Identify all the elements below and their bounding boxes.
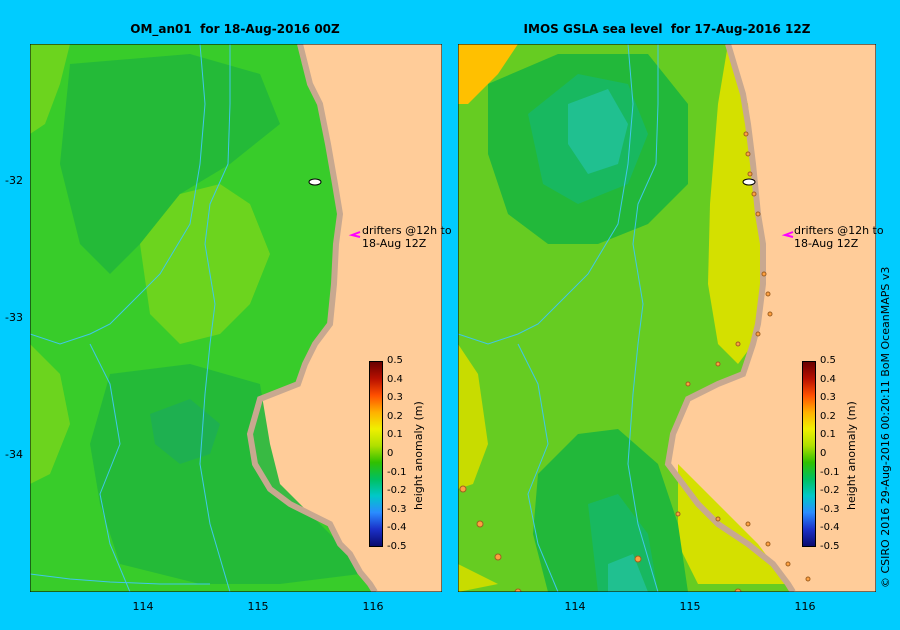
colorbar-tick-label: 0.3 — [387, 392, 403, 404]
colorbar-tick-label: 0.4 — [820, 373, 836, 385]
colorbar-tick-label: 0.5 — [820, 355, 836, 366]
coast-strip — [246, 44, 378, 592]
x-tick-label: 114 — [564, 600, 586, 613]
colorbar-tick-label: 0.2 — [387, 410, 403, 422]
x-tick-label: 115 — [247, 600, 269, 613]
colorbar-tick-label: 0.1 — [820, 429, 836, 441]
colorbar-tick-label: -0.3 — [820, 503, 840, 515]
colorbar-tick-label: 0.2 — [820, 410, 836, 422]
colorbar-tick-label: -0.2 — [387, 485, 407, 497]
x-tick-label: 116 — [794, 600, 816, 613]
colorbar-tick-label: -0.5 — [820, 541, 840, 552]
colorbar-label: height anomaly (m) — [412, 401, 425, 510]
contour-teal — [588, 494, 658, 592]
annotation-line: 18-Aug 12Z — [362, 237, 427, 250]
left-map[interactable] — [30, 44, 442, 592]
annotation-line: drifters @12h to — [362, 224, 452, 237]
right-map[interactable] — [458, 44, 876, 592]
contour-cyan — [608, 554, 648, 592]
colorbar-tick-label: -0.3 — [387, 503, 407, 515]
annotation-line: 18-Aug 12Z — [794, 237, 859, 250]
colorbar-tick-label: 0.3 — [820, 392, 836, 404]
bathymetry-line — [627, 44, 659, 592]
colorbar-tick-label: -0.4 — [387, 522, 407, 534]
colorbar — [802, 361, 816, 547]
colorbar-tick-label: 0.5 — [387, 355, 403, 366]
drifter-annotation: drifters @12h to 18-Aug 12Z — [794, 224, 884, 250]
colorbar-tick-label: 0 — [820, 448, 827, 459]
colorbar-tick-label: -0.2 — [820, 485, 840, 497]
contour-yellow — [458, 564, 498, 592]
contour-light — [140, 184, 270, 344]
colorbar-ticks: 0.5 0.4 0.3 0.2 0.1 0 -0.1 -0.2 -0.3 -0.4 -0.5 — [820, 355, 856, 552]
colorbar-tick-label: 0 — [387, 448, 394, 459]
colorbar-tick-label: 0.4 — [387, 373, 403, 385]
bathymetry-line — [30, 573, 210, 585]
credit-text: © CSIRO 2016 29-Aug-2016 00:20:11 BoM Oc… — [879, 266, 892, 588]
drifter-marker-icon — [348, 231, 361, 238]
colorbar — [369, 361, 383, 547]
contour-light — [30, 344, 70, 484]
drifter-annotation: drifters @12h to 18-Aug 12Z — [362, 224, 452, 250]
right-map-title: IMOS GSLA sea level for 17-Aug-2016 12Z — [523, 22, 811, 36]
bathymetry-line — [30, 44, 206, 345]
left-map-title: OM_an01 for 18-Aug-2016 00Z — [130, 22, 340, 36]
colorbar-tick-label: -0.5 — [387, 541, 407, 552]
colorbar-tick-label: -0.4 — [820, 522, 840, 534]
colorbar-label: height anomaly (m) — [845, 401, 858, 510]
contour-yellow — [458, 344, 488, 489]
y-tick-label: -32 — [5, 174, 23, 187]
contour-cyan — [568, 89, 628, 174]
bathymetry-line — [517, 343, 559, 592]
colorbar-ticks: 0.5 0.4 0.3 0.2 0.1 0 -0.1 -0.2 -0.3 -0.4 -0.5 — [387, 355, 423, 552]
island-marker — [308, 178, 322, 186]
annotation-line: drifters @12h to — [794, 224, 884, 237]
drifter-points — [459, 131, 811, 592]
bathymetry-line — [89, 343, 131, 592]
colorbar-tick-label: -0.1 — [387, 466, 407, 478]
contour-teal — [150, 399, 220, 464]
x-tick-label: 116 — [362, 600, 384, 613]
island-marker — [742, 178, 756, 186]
bathymetry-line — [199, 44, 231, 592]
x-tick-label: 115 — [679, 600, 701, 613]
drifter-marker-icon — [781, 231, 794, 238]
x-tick-label: 114 — [132, 600, 154, 613]
y-tick-label: -34 — [5, 448, 23, 461]
bathymetry-line — [458, 44, 634, 345]
colorbar-tick-label: 0.1 — [387, 429, 403, 441]
y-tick-label: -33 — [5, 311, 23, 324]
colorbar-tick-label: -0.1 — [820, 466, 840, 478]
contour-orange — [458, 44, 518, 104]
contour-dark — [60, 54, 280, 274]
contour-light — [30, 44, 70, 134]
